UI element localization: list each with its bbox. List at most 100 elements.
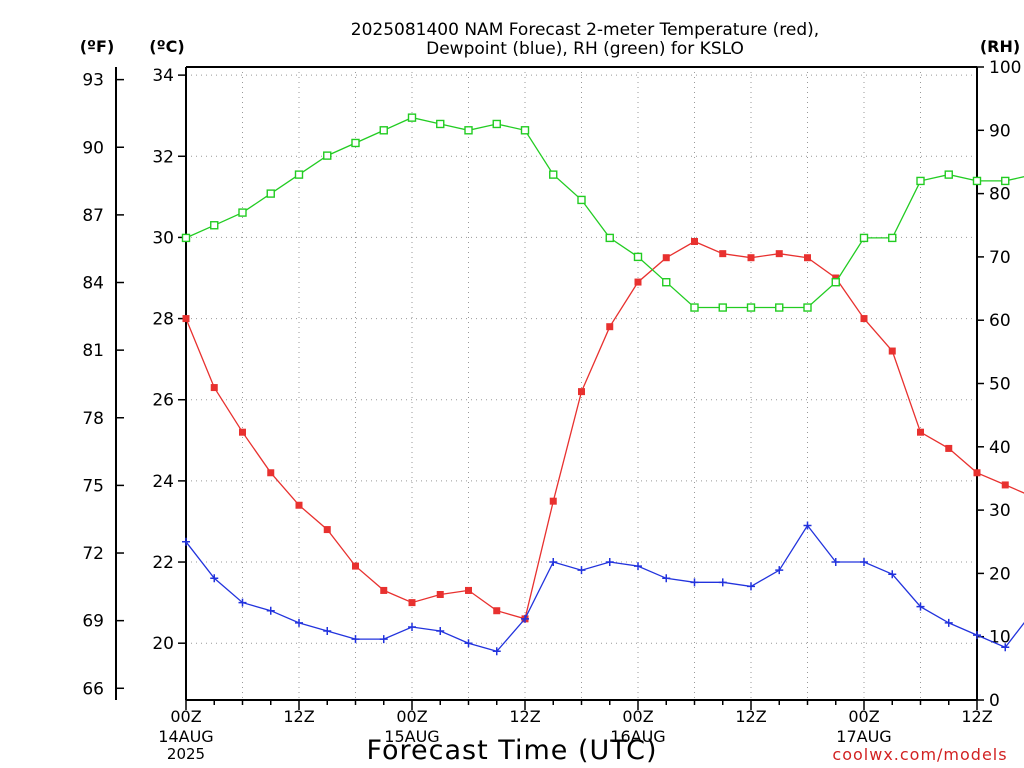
rh-point xyxy=(492,119,501,129)
tick-label-rh: 40 xyxy=(989,438,1011,458)
rh-point xyxy=(803,303,812,312)
temperature-point xyxy=(436,591,444,598)
dewpoint-point xyxy=(831,558,840,567)
temperature-point xyxy=(832,274,840,282)
rh-point xyxy=(549,170,558,179)
tick-label-rh: 90 xyxy=(989,121,1011,141)
x-year-label: 2025 xyxy=(167,745,205,763)
tick-label-rh: 20 xyxy=(989,564,1011,584)
rh-point xyxy=(323,151,332,160)
dewpoint-point xyxy=(888,570,897,579)
dewpoint-point xyxy=(238,598,247,607)
rh-point xyxy=(351,138,360,148)
temperature-point xyxy=(295,501,303,509)
tick-label-x-date: 17AUG xyxy=(836,727,891,746)
dewpoint-point xyxy=(747,582,755,591)
temperature-point xyxy=(719,250,727,258)
rh-point xyxy=(605,233,614,243)
dewpoint-point xyxy=(860,558,868,567)
dewpoint-point xyxy=(436,627,445,636)
tick-label-celsius: 28 xyxy=(152,310,174,330)
chart-title-line1: 2025081400 NAM Forecast 2-meter Temperat… xyxy=(351,20,819,40)
temperature-point xyxy=(380,586,388,594)
tick-label-celsius: 26 xyxy=(152,391,174,411)
tick-label-rh: 100 xyxy=(989,58,1021,78)
tick-label-x: 00Z xyxy=(170,707,201,726)
temperature-point xyxy=(210,384,218,392)
dewpoint-point xyxy=(634,562,642,571)
tick-label-fahrenheit: 93 xyxy=(82,71,104,91)
dewpoint-point xyxy=(521,614,529,623)
dewpoint-point xyxy=(775,566,784,575)
temperature-point xyxy=(267,469,275,477)
rh-point xyxy=(379,126,388,135)
tick-label-x-date: 15AUG xyxy=(384,727,439,746)
rh-point xyxy=(181,233,191,243)
rh-point xyxy=(238,208,247,217)
dewpoint-point xyxy=(662,574,671,583)
rh-point xyxy=(294,170,304,179)
rh-point xyxy=(746,303,756,312)
rh-point xyxy=(775,303,784,312)
temperature-point xyxy=(804,254,811,262)
dewpoint-point xyxy=(803,521,812,530)
dewpoint-point xyxy=(408,622,416,631)
temperature-point xyxy=(888,347,896,355)
tick-label-rh: 50 xyxy=(989,375,1011,395)
tick-label-x: 12Z xyxy=(735,707,766,726)
tick-label-x: 12Z xyxy=(283,707,314,726)
tick-label-celsius: 22 xyxy=(152,553,174,573)
temperature-point xyxy=(945,444,953,452)
tick-label-fahrenheit: 90 xyxy=(82,138,104,158)
tick-label-fahrenheit: 84 xyxy=(82,274,104,294)
tick-label-x: 00Z xyxy=(848,707,879,726)
tick-label-rh: 80 xyxy=(989,185,1011,205)
temperature-point xyxy=(182,315,190,323)
tick-label-x: 12Z xyxy=(509,707,540,726)
series-line-temperature xyxy=(185,240,1024,620)
tick-label-rh: 0 xyxy=(989,691,1000,711)
rh-point xyxy=(831,278,840,287)
tick-label-rh: 60 xyxy=(989,311,1011,331)
dewpoint-point xyxy=(464,639,473,648)
temperature-point xyxy=(549,497,557,505)
x-axis-title: Forecast Time (UTC) xyxy=(366,735,657,766)
tick-label-fahrenheit: 69 xyxy=(82,612,104,632)
temperature-point xyxy=(1001,481,1009,489)
temperature-point xyxy=(973,469,981,477)
rh-point xyxy=(888,233,897,243)
dewpoint-point xyxy=(718,578,727,587)
dewpoint-point xyxy=(605,558,614,567)
dewpoint-point xyxy=(379,635,388,644)
temperature-point xyxy=(323,526,331,534)
tick-label-fahrenheit: 66 xyxy=(82,679,104,699)
temperature-point xyxy=(578,388,585,396)
temperature-point xyxy=(747,254,755,262)
dewpoint-point xyxy=(266,606,275,615)
dewpoint-point xyxy=(944,618,953,627)
rh-point xyxy=(916,176,925,186)
tick-label-fahrenheit: 72 xyxy=(82,544,104,564)
tick-label-x: 00Z xyxy=(396,707,427,726)
temperature-point xyxy=(239,428,246,436)
temperature-point xyxy=(493,607,501,615)
dewpoint-point xyxy=(690,578,699,587)
unit-label-fahrenheit: (ºF) xyxy=(80,37,115,56)
tick-label-celsius: 34 xyxy=(152,66,174,86)
dewpoint-point xyxy=(492,647,501,656)
temperature-point xyxy=(691,237,698,245)
tick-label-x-date: 16AUG xyxy=(610,727,665,746)
dewpoint-point xyxy=(351,635,360,644)
dewpoint-point xyxy=(323,627,332,636)
tick-label-fahrenheit: 87 xyxy=(82,206,104,226)
dewpoint-point xyxy=(210,574,219,583)
rh-point xyxy=(633,252,643,262)
temperature-point xyxy=(860,315,868,323)
rh-point xyxy=(520,126,530,135)
temperature-point xyxy=(408,599,416,607)
dewpoint-point xyxy=(577,566,586,575)
rh-point xyxy=(944,170,953,179)
series-line-dewpoint xyxy=(185,524,1024,653)
tick-label-celsius: 30 xyxy=(152,228,174,248)
tick-label-x: 12Z xyxy=(961,707,992,726)
